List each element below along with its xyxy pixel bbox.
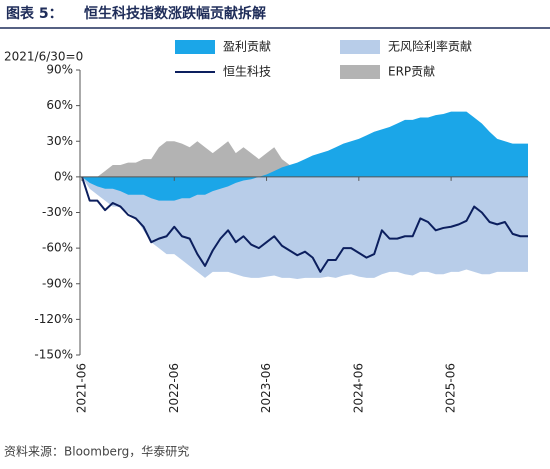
y-tick-label: -120% — [34, 312, 73, 326]
legend-swatch — [175, 40, 215, 54]
annotation: 2021/6/30=0 — [4, 50, 83, 64]
y-tick-label: -60% — [42, 241, 73, 255]
y-tick-label: -90% — [42, 276, 73, 290]
y-tick-label: 60% — [46, 98, 73, 112]
x-tick-label: 2021-06 — [75, 363, 89, 413]
x-tick-label: 2024-06 — [351, 363, 365, 413]
y-tick-label: 0% — [54, 169, 73, 183]
legend-label: 盈利贡献 — [223, 39, 271, 54]
line — [81, 176, 528, 273]
area — [82, 111, 528, 201]
source: 资料来源：Bloomberg，华泰研究 — [4, 444, 189, 459]
legend-label: 无风险利率贡献 — [388, 39, 472, 54]
legend-swatch — [340, 65, 380, 79]
figure-label: 图表 5： — [6, 5, 63, 22]
chart-title: 恒生科技指数涨跌幅贡献拆解 — [84, 5, 266, 22]
legend-swatch — [340, 40, 380, 54]
area — [82, 176, 528, 279]
legend-label: 恒生科技 — [223, 65, 271, 79]
legend-label: ERP贡献 — [388, 64, 435, 79]
y-tick-label: 30% — [46, 134, 73, 148]
y-tick-label: -30% — [42, 205, 73, 219]
y-tick-label: 90% — [46, 63, 73, 77]
x-tick-label: 2023-06 — [259, 363, 273, 413]
y-tick-label: -150% — [34, 348, 73, 362]
x-tick-label: 2022-06 — [167, 363, 181, 413]
x-tick-label: 2025-06 — [444, 363, 458, 413]
